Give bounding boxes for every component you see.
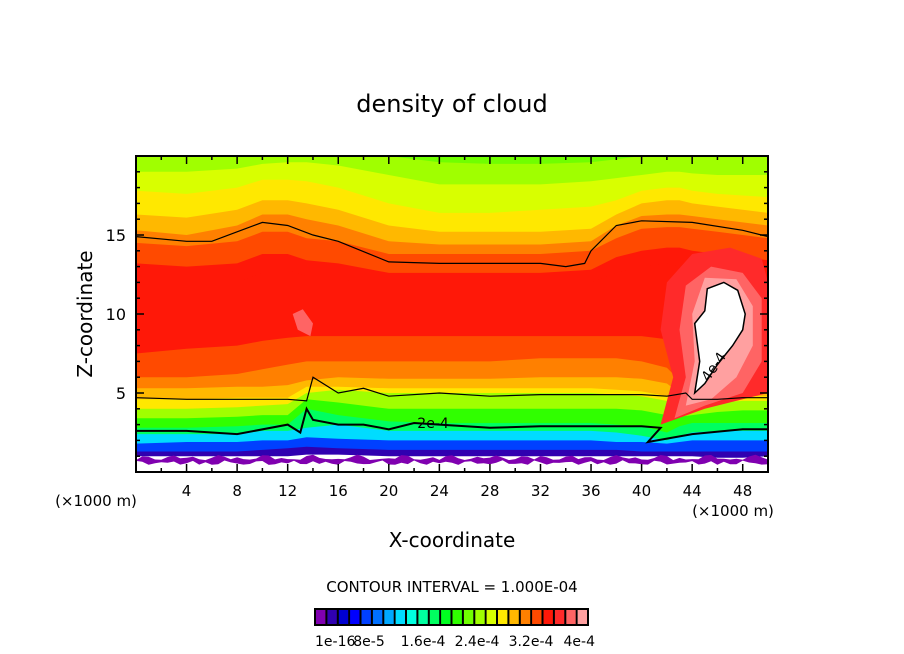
x-tick-label: 32 — [531, 482, 550, 500]
colorbar-tick-label: 8e-5 — [353, 634, 384, 650]
colorbar-swatch-20 — [543, 610, 553, 624]
colorbar-swatch-22 — [566, 610, 576, 624]
colorbar-swatch-2 — [338, 610, 349, 624]
contour-line-2 — [136, 406, 768, 444]
y-tick-label: 5 — [116, 384, 126, 403]
colorbar-swatch-13 — [463, 610, 474, 624]
colorbar-swatch-9 — [418, 610, 428, 624]
chart-title: density of cloud — [356, 90, 547, 118]
colorbar-swatch-4 — [361, 610, 371, 624]
x-tick-label: 4 — [182, 482, 192, 500]
contour-band-17 — [136, 156, 768, 185]
colorbar-swatch-1 — [327, 610, 337, 624]
colorbar-swatch-15 — [486, 610, 496, 624]
colorbar-tick-label: 4e-4 — [564, 634, 596, 650]
colorbar-swatch-16 — [498, 610, 508, 624]
x-tick-label: 24 — [430, 482, 449, 500]
contour-interval-label: CONTOUR INTERVAL = 1.000E-04 — [326, 578, 577, 596]
colorbar-tick-label: 1.6e-4 — [401, 634, 446, 650]
colorbar-frame — [314, 608, 589, 626]
filled-contour-bands — [136, 156, 768, 458]
contour-line-1 — [136, 376, 768, 402]
x-tick-label: 16 — [329, 482, 348, 500]
colorbar-swatch-0 — [316, 610, 326, 624]
x-tick-label: 40 — [632, 482, 651, 500]
x-tick-label: 44 — [683, 482, 702, 500]
ground-region — [136, 460, 768, 472]
x-units-right: (×1000 m) — [692, 502, 774, 520]
colorbar-swatch-11 — [441, 610, 451, 624]
left-light-patch — [292, 309, 313, 337]
colorbar-swatch-14 — [475, 610, 485, 624]
x-tick-label: 48 — [733, 482, 752, 500]
y-tick-labels: 5 10 15 — [106, 226, 126, 403]
contour-line-0 — [136, 220, 768, 268]
contour-lines — [136, 220, 768, 444]
max-density-region — [693, 281, 746, 396]
colorbar-swatch-18 — [520, 610, 531, 624]
x-tick-label: 8 — [232, 482, 242, 500]
colorbar-tick-label: 3.2e-4 — [509, 634, 554, 650]
colorbar-swatch-7 — [395, 610, 405, 624]
colorbar — [314, 608, 589, 626]
contour-label-2e-4: 2e-4 — [417, 416, 449, 432]
y-tick-label: 15 — [106, 226, 126, 245]
colorbar-swatch-3 — [350, 610, 360, 624]
x-tick-label: 12 — [278, 482, 297, 500]
colorbar-tick-label: 2.4e-4 — [455, 634, 500, 650]
x-units-left: (×1000 m) — [55, 492, 137, 510]
y-axis-label: Z-coordinate — [73, 250, 97, 377]
x-tick-label: 20 — [379, 482, 398, 500]
feature-overlays — [136, 247, 768, 472]
x-axis-label: X-coordinate — [389, 528, 516, 552]
colorbar-swatch-8 — [407, 610, 417, 624]
colorbar-swatch-5 — [372, 610, 383, 624]
colorbar-swatch-19 — [532, 610, 542, 624]
colorbar-swatch-23 — [577, 610, 587, 624]
x-tick-label: 28 — [480, 482, 499, 500]
axis-ticks — [136, 156, 768, 472]
plot-area — [136, 156, 768, 472]
colorbar-swatch-12 — [452, 610, 462, 624]
colorbar-tick-label: 1e-16 — [315, 634, 355, 650]
colorbar-swatch-17 — [509, 610, 519, 624]
colorbar-swatch-6 — [384, 610, 394, 624]
x-tick-label: 36 — [581, 482, 600, 500]
colorbar-swatch-21 — [554, 610, 565, 624]
colorbar-swatch-10 — [429, 610, 440, 624]
x-tick-labels: 4 8 12 16 20 24 28 32 36 40 44 48 — [182, 482, 752, 500]
y-tick-label: 10 — [106, 305, 126, 324]
contour-band-18 — [136, 156, 768, 164]
